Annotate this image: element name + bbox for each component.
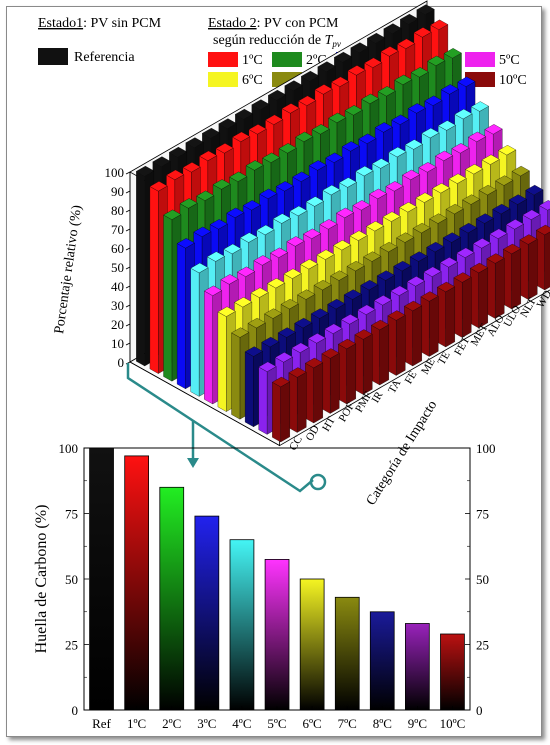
chart2d-ytick-right: 25 bbox=[476, 638, 489, 653]
legend-swatch-1 bbox=[208, 52, 238, 67]
callout-bracket bbox=[126, 363, 327, 493]
bar2d-Ref bbox=[89, 447, 114, 711]
bar3d-10ºC-HT bbox=[304, 357, 324, 424]
bar2d-3ºC bbox=[194, 515, 220, 711]
bar2d-8ºC bbox=[369, 611, 395, 711]
legend-label-6: 6ºC bbox=[242, 73, 263, 88]
chart2d-ytick-left: 50 bbox=[65, 572, 78, 587]
chart3d-ytick: 100 bbox=[105, 165, 125, 180]
chart2d-ytick-right: 0 bbox=[476, 703, 483, 718]
legend-label-10: 10ºC bbox=[499, 73, 527, 88]
legend-swatch-2 bbox=[272, 52, 302, 67]
bar2d-10ºC bbox=[440, 633, 465, 711]
bar2d-6ºC bbox=[299, 578, 325, 711]
chart2d-xtick: 6ºC bbox=[302, 716, 321, 731]
bar3d-10ºC-ULO bbox=[486, 253, 505, 319]
estado2-var: T bbox=[325, 33, 334, 48]
bar3d-10ºC-MET bbox=[453, 272, 472, 338]
bar3d-10ºC-ALO bbox=[469, 262, 489, 329]
legend-swatch-6 bbox=[208, 72, 238, 87]
bar3d-10ºC-MD bbox=[535, 224, 550, 291]
chart2d-xtick: 7ºC bbox=[338, 716, 357, 731]
bar3d-10ºC-FET bbox=[436, 281, 456, 348]
chart3d-ytick: 10 bbox=[111, 336, 124, 351]
chart2d-xtick: 4ºC bbox=[232, 716, 251, 731]
chart2d-xtick: 9ºC bbox=[408, 716, 427, 731]
estado2-sub: pv bbox=[331, 39, 341, 49]
chart2d-ytick-right: 75 bbox=[476, 507, 489, 522]
estado1-text: : PV sin PCM bbox=[83, 16, 161, 31]
chart3d-ytick: 30 bbox=[111, 298, 124, 313]
bar3d-10ºC-TA bbox=[370, 319, 390, 386]
bar2d-5ºC bbox=[264, 559, 290, 711]
legend-swatch-5 bbox=[465, 52, 495, 67]
chart2d-xtick: 10ºC bbox=[440, 716, 466, 731]
chart3d-ytick: 80 bbox=[111, 203, 124, 218]
bar3d-10ºC-ME bbox=[403, 300, 423, 367]
estado2-text: : PV con PCM bbox=[257, 16, 339, 31]
bar3d-10ºC-WD bbox=[519, 234, 538, 300]
chart3d-ytick: 50 bbox=[111, 260, 124, 275]
chart2d-ytick-right: 50 bbox=[476, 572, 489, 587]
bar3d-8ºC-CC bbox=[244, 346, 263, 428]
chart3d-ytick: 90 bbox=[111, 184, 124, 199]
bar2d-1ºC bbox=[124, 455, 149, 711]
chart3d-ytick: 60 bbox=[111, 241, 124, 256]
chart2d-ytick-right: 100 bbox=[476, 441, 496, 456]
chart2d-xtick: 1ºC bbox=[127, 716, 146, 731]
chart2d-xtick: 3ºC bbox=[197, 716, 216, 731]
chart3d-ytick: 20 bbox=[111, 317, 124, 332]
estado1-title: Estado1 bbox=[38, 16, 83, 31]
bar2d-2ºC bbox=[159, 486, 185, 711]
legend-label-5: 5ºC bbox=[499, 53, 520, 68]
chart2d-ytick-left: 100 bbox=[59, 441, 79, 456]
chart3d-xlabel: Categoría de Impacto bbox=[364, 398, 441, 508]
bar3d-10ºC-FE bbox=[387, 310, 406, 376]
bar3d-10ºC-IR bbox=[354, 329, 373, 395]
chart2d-xtick: 2ºC bbox=[162, 716, 181, 731]
chart3d-category: TA bbox=[386, 378, 403, 396]
chart2d-ytick-left: 75 bbox=[65, 507, 78, 522]
chart2d-ylabel: Huella de Carbono (%) bbox=[33, 505, 50, 654]
chart3d-ytick: 70 bbox=[111, 222, 124, 237]
legend-swatch-reference bbox=[38, 48, 68, 65]
chart3d-category: TE bbox=[436, 349, 453, 367]
chart-2d: 0 0 25 25 50 50 75 75 100 100 Ref 1ºC 2ºC 3ºC 4ºC 5ºC 6… bbox=[33, 441, 496, 731]
bar3d-10ºC-OD bbox=[288, 367, 307, 433]
chart2d-ytick-left: 25 bbox=[65, 638, 78, 653]
bar2d-7ºC bbox=[334, 596, 360, 711]
bar2d-9ºC bbox=[404, 623, 430, 711]
chart3d-category: FE bbox=[403, 369, 420, 386]
legend-label-reference: Referencia bbox=[74, 50, 135, 65]
svg-text:Estado 2: PV con PCM: Estado 2: PV con PCM bbox=[208, 16, 339, 31]
bar3d-10ºC-NLT bbox=[502, 243, 522, 310]
bar3d-10ºC-POF bbox=[321, 348, 340, 414]
bar3d-10ºC-CC bbox=[271, 376, 291, 443]
chart2d-xtick: 5ºC bbox=[267, 716, 286, 731]
chart2d-xtick: Ref bbox=[92, 716, 111, 731]
chart3d-ytick: 0 bbox=[118, 355, 125, 370]
estado2-title: Estado 2 bbox=[208, 16, 257, 31]
chart3d-ytick: 40 bbox=[111, 279, 124, 294]
bar2d-4ºC bbox=[229, 539, 255, 711]
chart2d-xtick: 8ºC bbox=[373, 716, 392, 731]
bar3d-10ºC-PMF bbox=[337, 338, 357, 405]
bar3d-10ºC-TE bbox=[420, 291, 439, 357]
estado2-line2: según reducción de bbox=[213, 33, 321, 48]
svg-text:Estado1: PV sin PCM: Estado1: PV sin PCM bbox=[38, 16, 162, 31]
chart3d-ylabel: Porcentaje relativo (%) bbox=[52, 204, 85, 335]
chart2d-ytick-left: 0 bbox=[72, 703, 79, 718]
legend-label-1: 1ºC bbox=[242, 53, 263, 68]
estado2-subtitle: según reducción de Tpv bbox=[213, 33, 341, 49]
legend-estado1: Estado1: PV sin PCM Referencia bbox=[38, 16, 162, 65]
